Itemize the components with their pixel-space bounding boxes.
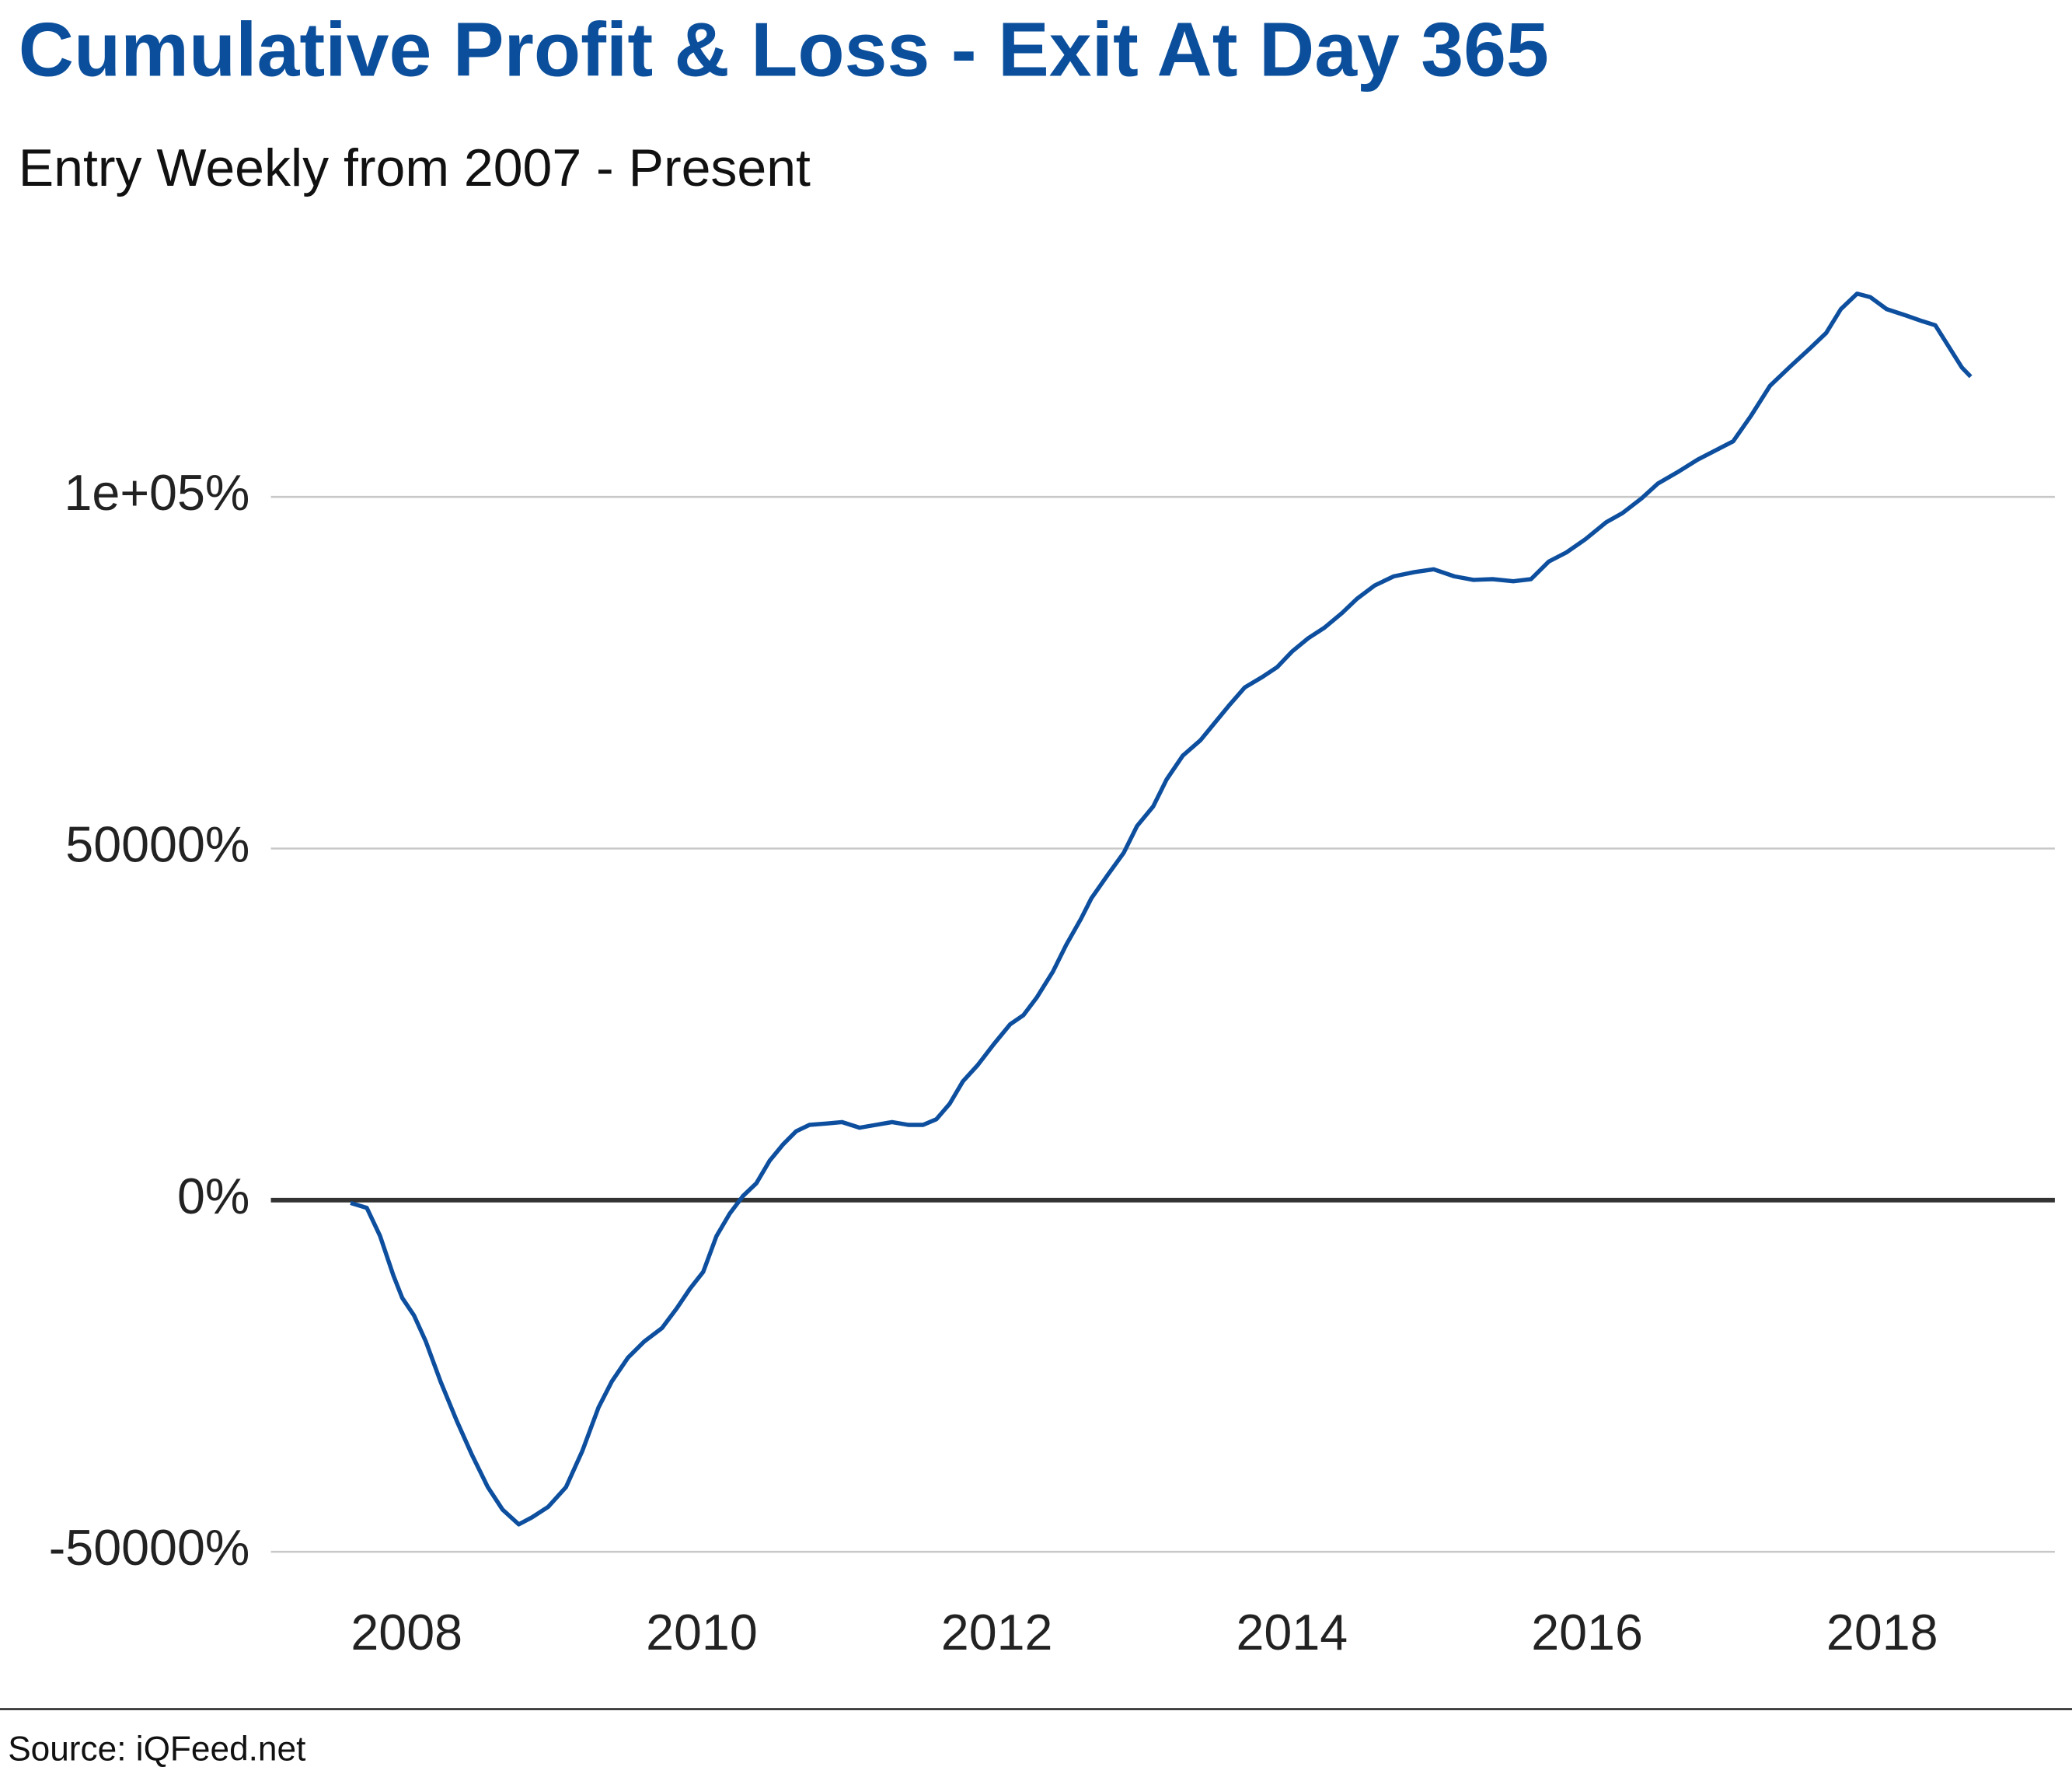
x-tick-label: 2012 <box>941 1605 1053 1661</box>
x-tick-label: 2018 <box>1826 1605 1938 1661</box>
y-tick-label: 1e+05% <box>64 465 249 521</box>
x-tick-label: 2010 <box>646 1605 758 1661</box>
chart-title: Cumulative Profit & Loss - Exit At Day 3… <box>19 6 1549 92</box>
y-tick-label: -50000% <box>49 1520 250 1576</box>
y-tick-label: 50000% <box>65 817 249 873</box>
x-tick-label: 2016 <box>1531 1605 1643 1661</box>
x-tick-label: 2008 <box>351 1605 462 1661</box>
source-note: Source: iQFeed.net <box>8 1730 305 1769</box>
x-tick-label: 2014 <box>1236 1605 1348 1661</box>
y-tick-label: 0% <box>177 1168 249 1224</box>
chart-subtitle: Entry Weekly from 2007 - Present <box>19 138 811 197</box>
data-line <box>350 292 1973 1527</box>
